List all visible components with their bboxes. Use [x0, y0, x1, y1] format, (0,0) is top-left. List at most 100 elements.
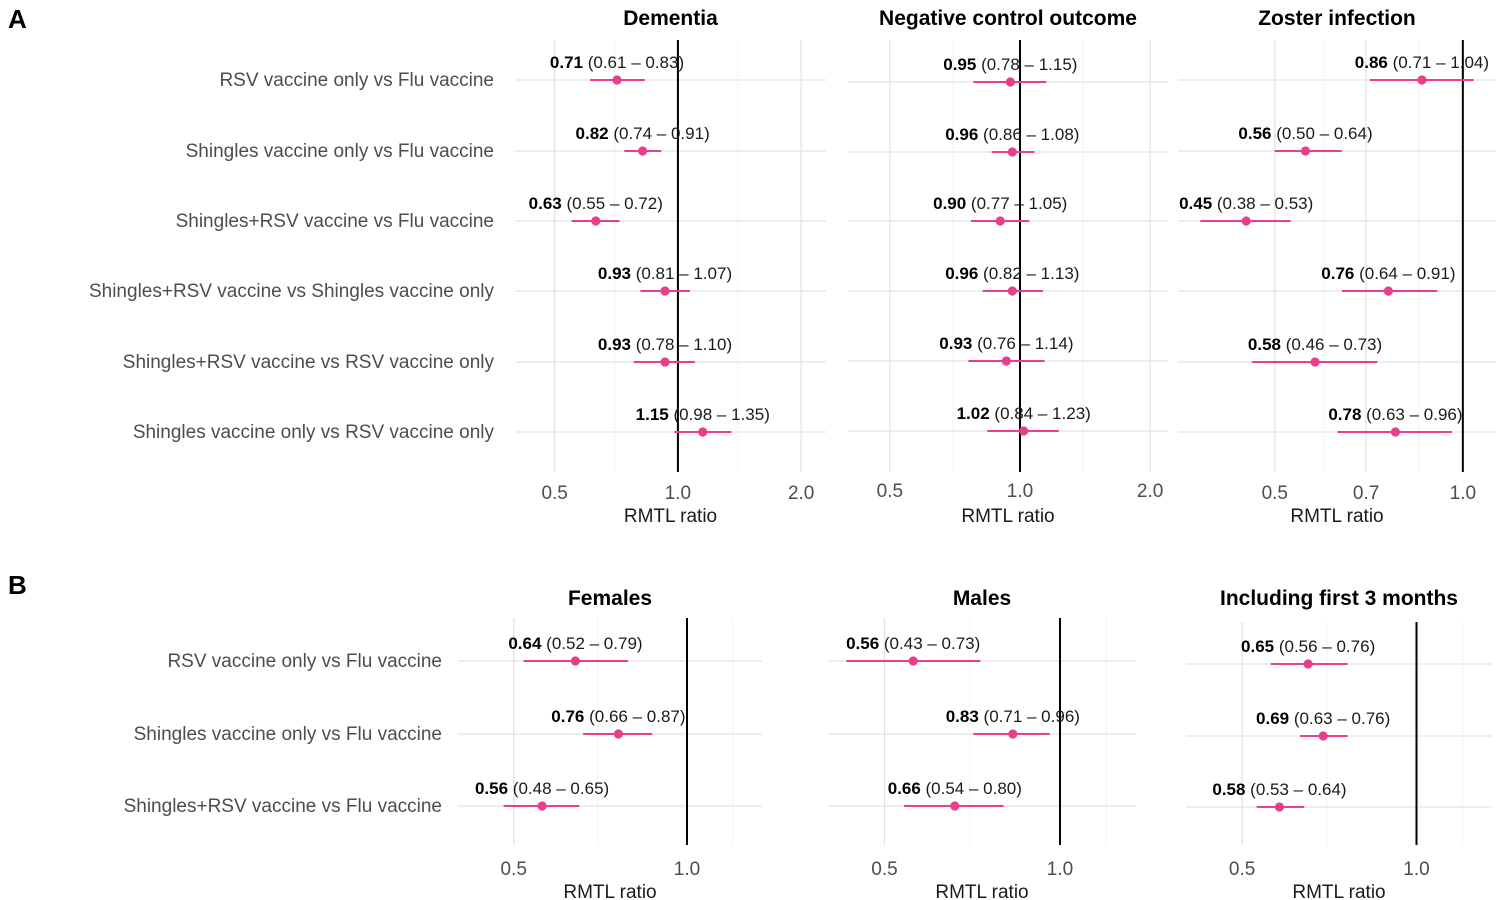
p3-title: Zoster infection — [1258, 7, 1416, 30]
p6-title: Including first 3 months — [1220, 587, 1458, 610]
p4-ci-value-3: (0.48 – 0.65) — [508, 779, 609, 798]
p6-ci-value-2: (0.63 – 0.76) — [1289, 709, 1390, 728]
p4-point-estimate-2 — [613, 729, 624, 739]
p1-title: Dementia — [623, 7, 718, 30]
p6-ci-value-3: (0.53 – 0.64) — [1245, 780, 1346, 799]
p3-point-estimate-6 — [1390, 427, 1401, 437]
p5-title: Males — [953, 587, 1011, 610]
p5-estimate-value-3: 0.66 — [888, 779, 921, 798]
p4-estimate-label-2: 0.76 (0.66 – 0.87) — [551, 707, 685, 726]
p6-tick-label-1: 0.5 — [1229, 859, 1255, 880]
p6-point-estimate-3 — [1274, 802, 1285, 812]
p2-tick-label-2: 1.0 — [1007, 481, 1033, 502]
p3-estimate-label-3: 0.45 (0.38 – 0.53) — [1179, 194, 1313, 213]
p5-ci-value-2: (0.71 – 0.96) — [979, 707, 1080, 726]
p3-ci-value-1: (0.71 – 1.04) — [1388, 53, 1489, 72]
p3-tick-label-1: 0.5 — [1262, 483, 1288, 504]
p2-point-estimate-5 — [1001, 356, 1011, 366]
p2-point-estimate-1 — [1005, 77, 1015, 87]
p1-tick-label-1: 0.5 — [541, 483, 567, 504]
p3-estimate-value-3: 0.45 — [1179, 194, 1212, 213]
p5-ci-value-1: (0.43 – 0.73) — [879, 634, 980, 653]
p1-point-estimate-6 — [698, 427, 708, 437]
p6-point-estimate-1 — [1303, 659, 1313, 669]
p3-ci-value-3: (0.38 – 0.53) — [1212, 194, 1313, 213]
p1-row-label-4: Shingles+RSV vaccine vs Shingles vaccine… — [89, 281, 495, 302]
p4-ci-value-1: (0.52 – 0.79) — [541, 634, 642, 653]
p3-estimate-value-6: 0.78 — [1328, 405, 1361, 424]
p6-tick-label-2: 1.0 — [1403, 859, 1429, 880]
p5-estimate-label-1: 0.56 (0.43 – 0.73) — [846, 634, 980, 653]
p3-point-estimate-4 — [1383, 286, 1393, 296]
p1-point-estimate-3 — [591, 216, 601, 226]
p2-estimate-value-5: 0.93 — [939, 334, 972, 353]
p1-tick-label-2: 1.0 — [665, 483, 691, 504]
p5-estimate-value-1: 0.56 — [846, 634, 879, 653]
p1-ci-value-2: (0.74 – 0.91) — [609, 124, 710, 143]
p5-tick-label-2: 1.0 — [1047, 859, 1073, 880]
p5-point-estimate-3 — [950, 801, 960, 811]
p5-estimate-label-2: 0.83 (0.71 – 0.96) — [946, 707, 1080, 726]
p1-ci-value-6: (0.98 – 1.35) — [669, 405, 770, 424]
p4-tick-label-1: 0.5 — [501, 859, 527, 880]
p5-ci-value-3: (0.54 – 0.80) — [921, 779, 1022, 798]
p2-ci-value-3: (0.77 – 1.05) — [966, 194, 1067, 213]
p4-title: Females — [568, 587, 652, 610]
p1-estimate-value-2: 0.82 — [576, 124, 609, 143]
p3-point-estimate-2 — [1300, 146, 1311, 156]
p6-estimate-label-1: 0.65 (0.56 – 0.76) — [1241, 637, 1375, 656]
p1-x-axis-label: RMTL ratio — [624, 506, 717, 527]
p2-point-estimate-3 — [995, 216, 1005, 226]
p2-ci-value-1: (0.78 – 1.15) — [976, 55, 1077, 74]
p5-point-estimate-2 — [1008, 729, 1018, 739]
p1-row-label-5: Shingles+RSV vaccine vs RSV vaccine only — [123, 352, 495, 373]
p1-ci-value-5: (0.78 – 1.10) — [631, 335, 732, 354]
p6-estimate-label-2: 0.69 (0.63 – 0.76) — [1256, 709, 1390, 728]
p2-ci-value-6: (0.84 – 1.23) — [990, 404, 1091, 423]
p1-point-estimate-2 — [638, 146, 648, 156]
p3-ci-value-6: (0.63 – 0.96) — [1361, 405, 1462, 424]
p5-tick-label-1: 0.5 — [871, 859, 897, 880]
p1-ci-value-3: (0.55 – 0.72) — [562, 194, 663, 213]
p1-estimate-value-3: 0.63 — [529, 194, 562, 213]
p3-estimate-value-1: 0.86 — [1355, 53, 1388, 72]
panel-letter-b: B — [8, 570, 27, 600]
p6-x-axis-label: RMTL ratio — [1292, 882, 1385, 900]
p1-estimate-value-1: 0.71 — [550, 53, 583, 72]
p1-ci-value-1: (0.61 – 0.83) — [583, 53, 684, 72]
p5-estimate-label-3: 0.66 (0.54 – 0.80) — [888, 779, 1022, 798]
p2-estimate-value-2: 0.96 — [945, 125, 978, 144]
p2-estimate-value-1: 0.95 — [943, 55, 976, 74]
p2-estimate-label-6: 1.02 (0.84 – 1.23) — [957, 404, 1091, 423]
p1-row-label-2: Shingles vaccine only vs Flu vaccine — [186, 141, 494, 162]
p2-estimate-value-6: 1.02 — [957, 404, 990, 423]
p2-x-axis-label: RMTL ratio — [961, 506, 1054, 527]
p4-estimate-value-1: 0.64 — [508, 634, 542, 653]
p1-row-label-3: Shingles+RSV vaccine vs Flu vaccine — [176, 211, 494, 232]
p3-x-axis-label: RMTL ratio — [1290, 506, 1383, 527]
p2-ci-value-4: (0.82 – 1.13) — [978, 264, 1079, 283]
p3-estimate-label-4: 0.76 (0.64 – 0.91) — [1321, 264, 1455, 283]
p6-estimate-value-3: 0.58 — [1212, 780, 1245, 799]
p2-ci-value-2: (0.86 – 1.08) — [978, 125, 1079, 144]
p2-estimate-label-5: 0.93 (0.76 – 1.14) — [939, 334, 1073, 353]
p4-row-label-1: RSV vaccine only vs Flu vaccine — [167, 651, 442, 672]
p3-estimate-label-6: 0.78 (0.63 – 0.96) — [1328, 405, 1462, 424]
p2-point-estimate-6 — [1019, 426, 1029, 436]
p3-tick-label-3: 1.0 — [1450, 483, 1476, 504]
p3-ci-value-5: (0.46 – 0.73) — [1281, 335, 1382, 354]
p1-tick-label-3: 2.0 — [788, 483, 814, 504]
p5-point-estimate-1 — [908, 656, 918, 666]
p3-ci-value-2: (0.50 – 0.64) — [1272, 124, 1373, 143]
p3-estimate-value-2: 0.56 — [1238, 124, 1271, 143]
p1-estimate-label-1: 0.71 (0.61 – 0.83) — [550, 53, 684, 72]
p6-estimate-label-3: 0.58 (0.53 – 0.64) — [1212, 780, 1346, 799]
p6-ci-value-1: (0.56 – 0.76) — [1274, 637, 1375, 656]
p6-point-estimate-2 — [1318, 731, 1328, 741]
p2-tick-label-3: 2.0 — [1137, 481, 1163, 502]
p2-estimate-label-3: 0.90 (0.77 – 1.05) — [933, 194, 1067, 213]
p4-row-label-3: Shingles+RSV vaccine vs Flu vaccine — [124, 796, 442, 817]
p4-estimate-label-3: 0.56 (0.48 – 0.65) — [475, 779, 609, 798]
p4-estimate-value-2: 0.76 — [551, 707, 584, 726]
